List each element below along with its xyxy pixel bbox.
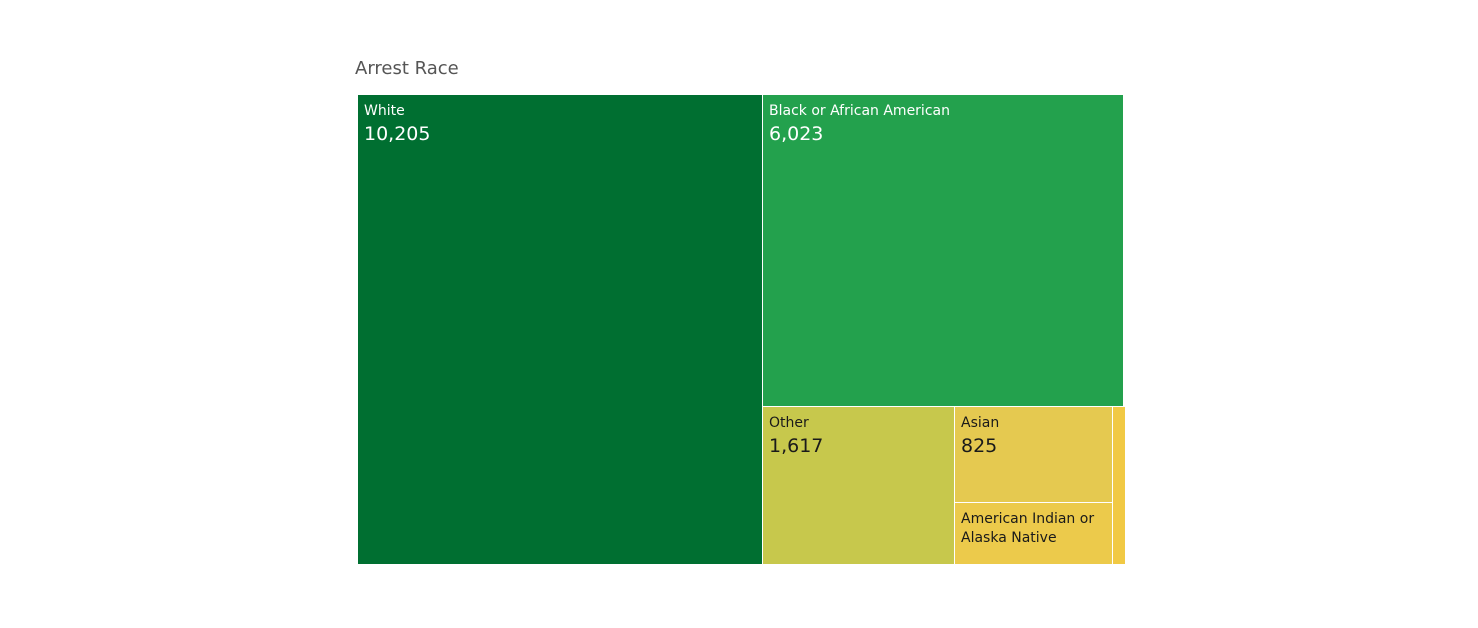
tile-value: 1,617 [769,435,824,457]
chart-title: Arrest Race [355,58,459,79]
tile-label: Asian [961,415,1000,431]
treemap-chart: White 10,205 Black or African American 6,02… [358,95,1125,564]
tile-label: White [364,103,405,119]
tile-label: Black or African American [769,103,950,119]
tile-label: American Indian or Alaska Native [961,511,1095,546]
treemap-tile-other[interactable]: Other 1,617 [763,407,954,564]
treemap-tile-asian[interactable]: Asian 825 [955,407,1112,502]
treemap-tile-white[interactable]: White 10,205 [358,95,762,564]
tile-label: Other [769,415,809,431]
treemap-tile-unlabeled[interactable] [1113,407,1125,564]
tile-value: 6,023 [769,123,824,145]
treemap-tile-american-indian-or-alaska-native[interactable]: American Indian or Alaska Native [955,503,1112,564]
tile-value: 10,205 [364,123,431,145]
tile-value: 825 [961,435,998,457]
treemap-tile-black-or-african-american[interactable]: Black or African American 6,023 [763,95,1123,406]
